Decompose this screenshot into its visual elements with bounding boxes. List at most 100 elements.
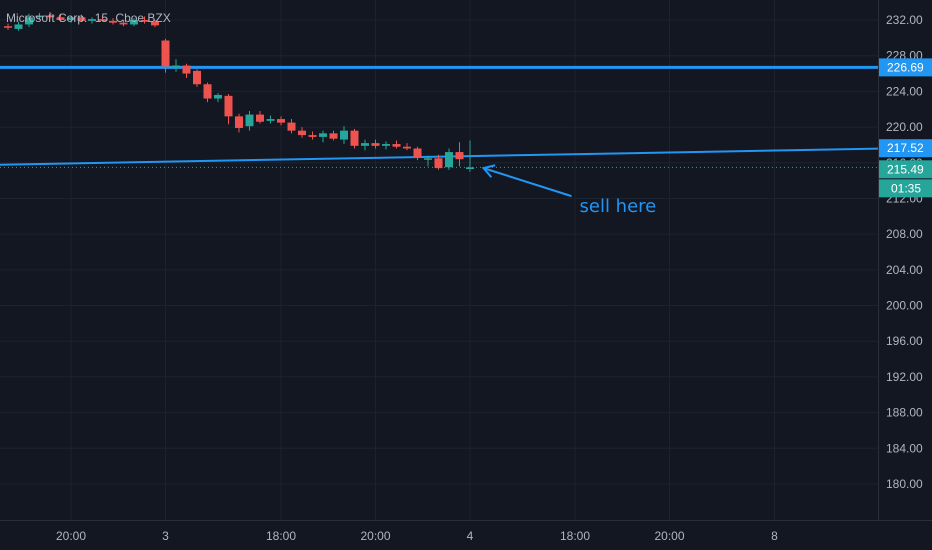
candles bbox=[4, 11, 474, 172]
candle-body bbox=[350, 130, 359, 146]
legend[interactable]: Microsoft Corp. 15 Cboe BZX bbox=[6, 11, 171, 25]
candle bbox=[182, 63, 191, 78]
candle bbox=[25, 13, 33, 28]
candle-body bbox=[287, 122, 296, 131]
candle bbox=[109, 18, 117, 25]
candle bbox=[193, 69, 201, 87]
candle bbox=[371, 139, 380, 149]
candle-body bbox=[182, 65, 191, 74]
price-tick-label: 200.00 bbox=[886, 299, 923, 313]
price-tag-last-text: 215.49 bbox=[887, 162, 924, 176]
price-tick-label: 220.00 bbox=[886, 120, 923, 134]
price-tick-label: 192.00 bbox=[886, 370, 923, 384]
candle bbox=[88, 17, 96, 24]
candle bbox=[287, 119, 296, 134]
candle bbox=[445, 148, 453, 170]
candle bbox=[151, 20, 159, 28]
candle-body bbox=[340, 130, 348, 140]
candle-body bbox=[277, 119, 285, 123]
price-tag-trend-line-text: 217.52 bbox=[887, 141, 924, 155]
legend-exchange: Cboe BZX bbox=[115, 11, 170, 25]
candle bbox=[4, 23, 12, 30]
annotation-arrow-shaft bbox=[483, 167, 572, 198]
candle bbox=[140, 16, 149, 24]
countdown-text: 01:35 bbox=[891, 181, 921, 195]
candle bbox=[35, 12, 44, 20]
candle bbox=[350, 128, 359, 149]
time-tick-label: 3 bbox=[162, 529, 169, 543]
candle bbox=[203, 82, 212, 103]
price-tag-trend-line: 217.52 bbox=[879, 139, 932, 158]
candle-body bbox=[25, 17, 33, 25]
legend-title[interactable]: Microsoft Corp. 15 Cboe BZX bbox=[6, 11, 171, 25]
time-axis[interactable]: 20:00 3 18:00 20:00 4 18:00 20:00 8 bbox=[0, 520, 932, 544]
candle-body bbox=[403, 146, 411, 149]
candle-body bbox=[224, 95, 233, 117]
candle-body bbox=[392, 144, 401, 147]
candle bbox=[392, 140, 401, 149]
candle-body bbox=[130, 20, 138, 25]
candle-body bbox=[434, 158, 443, 169]
candle bbox=[455, 142, 464, 167]
annotation-text[interactable]: sell here bbox=[580, 196, 657, 217]
candle bbox=[256, 111, 264, 124]
price-tick-label: 224.00 bbox=[886, 84, 923, 98]
candle-body bbox=[413, 148, 422, 158]
price-tag-trend-line-bg bbox=[879, 139, 932, 158]
candle-body bbox=[235, 116, 243, 128]
price-tag-last-bg bbox=[879, 160, 932, 179]
candle-body bbox=[56, 17, 65, 20]
price-tick-label: 196.00 bbox=[886, 334, 923, 348]
candle-body bbox=[329, 133, 338, 139]
candle-body bbox=[203, 84, 212, 99]
candle bbox=[98, 16, 107, 22]
candle bbox=[46, 11, 54, 20]
candle bbox=[67, 15, 75, 23]
candle bbox=[245, 111, 254, 131]
candle bbox=[329, 130, 338, 141]
price-tick-label: 188.00 bbox=[886, 406, 923, 420]
candle-body bbox=[308, 135, 317, 137]
candle bbox=[77, 14, 86, 22]
candle bbox=[466, 140, 474, 172]
candle-body bbox=[371, 143, 380, 146]
candle-body bbox=[4, 26, 12, 28]
candle-body bbox=[119, 22, 128, 25]
candle-body bbox=[424, 158, 432, 160]
legend-symbol: Microsoft Corp. bbox=[6, 11, 87, 25]
candle bbox=[308, 131, 317, 140]
candle-body bbox=[455, 152, 464, 160]
candle bbox=[298, 127, 306, 138]
candle-body bbox=[67, 17, 75, 20]
candle-body bbox=[88, 19, 96, 21]
annotation[interactable]: sell here bbox=[481, 164, 657, 217]
candle bbox=[161, 38, 170, 73]
candle-body bbox=[77, 17, 86, 21]
time-tick-label: 20:00 bbox=[654, 529, 684, 543]
candle-body bbox=[245, 114, 254, 127]
candle-body bbox=[256, 114, 264, 122]
annotation-arrow-head bbox=[481, 164, 496, 178]
candle-body bbox=[14, 24, 23, 29]
candle-body bbox=[445, 152, 453, 168]
price-tags: 226.69 217.52 215.49 01:35 bbox=[879, 58, 932, 198]
price-tag-last: 215.49 bbox=[879, 160, 932, 179]
countdown-bg bbox=[879, 179, 932, 198]
time-tick-label: 18:00 bbox=[560, 529, 590, 543]
candle-body bbox=[172, 65, 180, 68]
candle bbox=[14, 21, 23, 31]
candle-body bbox=[466, 167, 474, 170]
time-tick-label: 4 bbox=[467, 529, 474, 543]
candle bbox=[340, 126, 348, 145]
candle-body bbox=[266, 119, 275, 121]
candle bbox=[56, 13, 65, 22]
time-tick-label: 18:00 bbox=[266, 529, 296, 543]
candle bbox=[277, 116, 285, 126]
candle bbox=[413, 146, 422, 161]
price-tick-label: 232.00 bbox=[886, 13, 923, 27]
candle-body bbox=[298, 130, 306, 136]
candle-body bbox=[151, 21, 159, 26]
time-tick-label: 20:00 bbox=[360, 529, 390, 543]
